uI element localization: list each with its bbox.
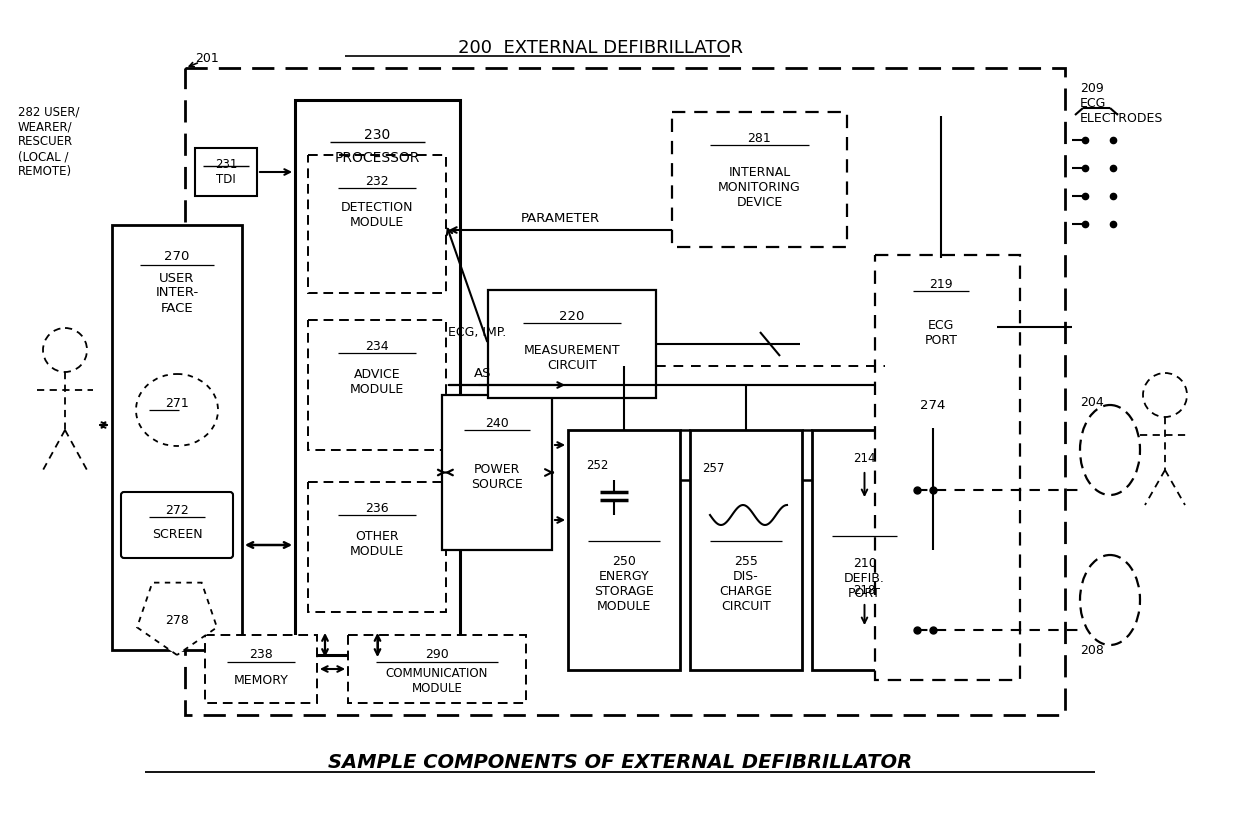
Text: 278: 278 <box>165 614 188 626</box>
Text: 218: 218 <box>853 583 875 597</box>
Text: 209
ECG
ELECTRODES: 209 ECG ELECTRODES <box>1080 82 1163 125</box>
Text: USER
INTER-
FACE: USER INTER- FACE <box>155 271 198 315</box>
Text: 270: 270 <box>165 250 190 264</box>
Text: 219: 219 <box>929 278 952 291</box>
Text: INTERNAL
MONITORING
DEVICE: INTERNAL MONITORING DEVICE <box>718 166 801 208</box>
Circle shape <box>43 328 87 372</box>
Text: 200  EXTERNAL DEFIBRILLATOR: 200 EXTERNAL DEFIBRILLATOR <box>458 39 743 57</box>
Text: 290: 290 <box>425 648 449 662</box>
Ellipse shape <box>136 374 218 446</box>
Text: 271: 271 <box>165 396 188 410</box>
Polygon shape <box>138 583 217 655</box>
Text: AS: AS <box>474 367 491 380</box>
Text: 240: 240 <box>485 416 508 429</box>
Text: 236: 236 <box>366 502 389 514</box>
Bar <box>689 430 802 670</box>
Bar <box>295 100 460 655</box>
Bar <box>568 430 680 670</box>
Bar <box>185 68 1065 715</box>
Text: 234: 234 <box>366 339 389 353</box>
Text: 250
ENERGY
STORAGE
MODULE: 250 ENERGY STORAGE MODULE <box>594 555 653 613</box>
Bar <box>812 430 918 670</box>
Text: 281: 281 <box>748 132 771 144</box>
Text: 238: 238 <box>249 648 273 662</box>
Bar <box>885 258 997 396</box>
Text: 214: 214 <box>853 452 875 465</box>
Text: 208: 208 <box>1080 644 1104 657</box>
Text: PARAMETER: PARAMETER <box>521 212 600 224</box>
Bar <box>489 290 656 398</box>
Text: 257: 257 <box>702 461 724 475</box>
Bar <box>672 112 847 247</box>
Text: DETECTION
MODULE: DETECTION MODULE <box>341 201 413 229</box>
Text: 230: 230 <box>365 128 391 142</box>
Bar <box>308 320 446 450</box>
Text: 220: 220 <box>559 310 585 322</box>
Text: MEMORY: MEMORY <box>233 675 289 687</box>
Bar <box>875 255 1021 680</box>
Text: ECG, IMP.: ECG, IMP. <box>448 325 506 339</box>
Bar <box>308 482 446 612</box>
Bar <box>112 225 242 650</box>
Text: OTHER
MODULE: OTHER MODULE <box>350 530 404 558</box>
Circle shape <box>1143 373 1187 417</box>
Text: 274: 274 <box>920 399 945 411</box>
Ellipse shape <box>1080 405 1140 495</box>
FancyBboxPatch shape <box>122 492 233 558</box>
Text: 201: 201 <box>195 52 218 64</box>
Ellipse shape <box>1080 555 1140 645</box>
Bar <box>895 382 970 428</box>
Text: 231
TDI: 231 TDI <box>215 158 237 186</box>
Text: 282 USER/
WEARER/
RESCUER
(LOCAL /
REMOTE): 282 USER/ WEARER/ RESCUER (LOCAL / REMOT… <box>19 105 79 178</box>
Text: 204: 204 <box>1080 396 1104 409</box>
Text: SAMPLE COMPONENTS OF EXTERNAL DEFIBRILLATOR: SAMPLE COMPONENTS OF EXTERNAL DEFIBRILLA… <box>327 752 913 771</box>
Bar <box>308 155 446 293</box>
Text: SCREEN: SCREEN <box>151 528 202 541</box>
Text: 232: 232 <box>366 175 389 188</box>
Bar <box>441 395 552 550</box>
Text: MEASUREMENT
CIRCUIT: MEASUREMENT CIRCUIT <box>523 344 620 372</box>
Text: 272: 272 <box>165 503 188 517</box>
Text: COMMUNICATION
MODULE: COMMUNICATION MODULE <box>386 667 489 695</box>
Bar <box>195 148 257 196</box>
Text: PROCESSOR: PROCESSOR <box>335 151 420 165</box>
Text: 252: 252 <box>587 458 609 471</box>
Text: ECG
PORT: ECG PORT <box>925 319 957 347</box>
Text: 210
DEFIB.
PORT: 210 DEFIB. PORT <box>844 557 885 601</box>
Text: POWER
SOURCE: POWER SOURCE <box>471 463 523 491</box>
Text: 255
DIS-
CHARGE
CIRCUIT: 255 DIS- CHARGE CIRCUIT <box>719 555 773 613</box>
Bar <box>348 635 526 703</box>
Text: ADVICE
MODULE: ADVICE MODULE <box>350 368 404 396</box>
Bar <box>205 635 317 703</box>
